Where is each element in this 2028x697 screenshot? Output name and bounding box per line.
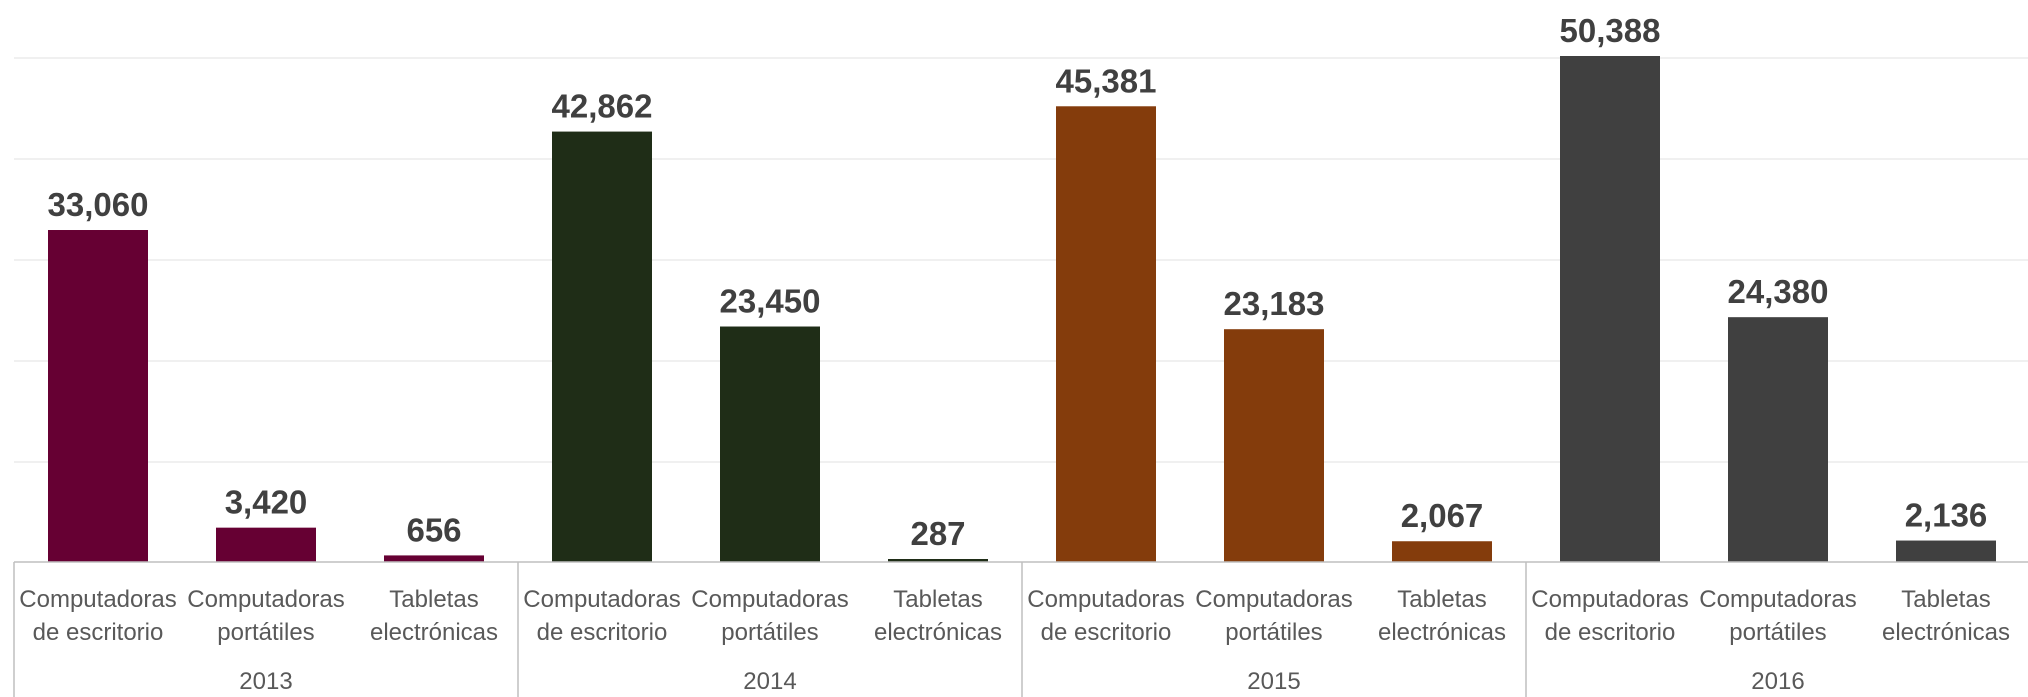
category-label-line: Computadoras [1195, 586, 1352, 613]
category-label-line: Computadoras [1531, 586, 1688, 613]
category-label: Computadoras de escritorio [523, 586, 680, 646]
bar-2013-3 [384, 555, 484, 562]
x-axis [13, 561, 2028, 697]
category-label: Tabletas electrónicas [1378, 586, 1506, 646]
bar-2015-1 [1056, 106, 1156, 562]
category-label: Computadoras de escritorio [1531, 586, 1688, 646]
category-label: Tabletas electrónicas [370, 586, 498, 646]
category-label-line: de escritorio [1041, 619, 1172, 646]
value-label: 45,381 [1056, 62, 1157, 99]
year-labels: 2013 2014 2015 2016 [239, 668, 1804, 695]
category-label-line: Tabletas [1397, 586, 1486, 613]
bar-2016-2 [1728, 317, 1828, 562]
category-label-line: Computadoras [1027, 586, 1184, 613]
bar-2014-1 [552, 131, 652, 562]
year-label-2013: 2013 [239, 668, 292, 695]
value-label: 50,388 [1560, 12, 1661, 49]
category-label-line: Tabletas [1901, 586, 1990, 613]
category-label-line: Computadoras [187, 586, 344, 613]
category-label-line: Computadoras [523, 586, 680, 613]
bar-2014-2 [720, 326, 820, 562]
category-label: Computadoras de escritorio [19, 586, 176, 646]
value-label: 24,380 [1728, 273, 1829, 310]
category-label-line: electrónicas [370, 619, 498, 646]
category-label-line: portátiles [217, 619, 314, 646]
category-label-line: portátiles [1729, 619, 1826, 646]
bar-2016-1 [1560, 56, 1660, 562]
category-label-line: Computadoras [691, 586, 848, 613]
value-label: 2,136 [1905, 497, 1988, 534]
category-label: Computadoras de escritorio [1027, 586, 1184, 646]
bar-2014-3 [888, 559, 988, 562]
category-label: Computadoras portátiles [1195, 586, 1352, 646]
value-labels: 33,060 3,420 656 42,862 23,450 287 45,381 23,18… [48, 12, 1988, 552]
category-label-line: de escritorio [537, 619, 668, 646]
year-label-2014: 2014 [743, 668, 796, 695]
bar-2013-2 [216, 527, 316, 562]
value-label: 656 [406, 511, 461, 548]
bar-2016-3 [1896, 540, 1996, 562]
bar-2013-1 [48, 230, 148, 563]
value-label: 3,420 [225, 484, 308, 521]
category-label-line: de escritorio [33, 619, 164, 646]
gridlines [14, 57, 2028, 463]
bar-2015-2 [1224, 329, 1324, 562]
category-label-line: electrónicas [874, 619, 1002, 646]
value-label: 23,450 [720, 283, 821, 320]
bar-2015-3 [1392, 541, 1492, 562]
category-labels: Computadoras de escritorio Computadoras por… [19, 586, 2010, 646]
category-label: Computadoras portátiles [691, 586, 848, 646]
category-label: Tabletas electrónicas [874, 586, 1002, 646]
category-label-line: portátiles [721, 619, 818, 646]
value-label: 42,862 [552, 88, 653, 125]
category-label-line: Tabletas [893, 586, 982, 613]
category-label-line: portátiles [1225, 619, 1322, 646]
category-label-line: Computadoras [1699, 586, 1856, 613]
value-label: 23,183 [1224, 285, 1325, 322]
category-label-line: Tabletas [389, 586, 478, 613]
year-label-2016: 2016 [1751, 668, 1804, 695]
category-label-line: electrónicas [1378, 619, 1506, 646]
category-label-line: Computadoras [19, 586, 176, 613]
category-label-line: de escritorio [1545, 619, 1676, 646]
bars [48, 56, 1996, 563]
year-label-2015: 2015 [1247, 668, 1300, 695]
value-label: 2,067 [1401, 497, 1484, 534]
value-label: 287 [910, 515, 965, 552]
category-label: Tabletas electrónicas [1882, 586, 2010, 646]
category-label: Computadoras portátiles [187, 586, 344, 646]
category-label-line: electrónicas [1882, 619, 2010, 646]
category-label: Computadoras portátiles [1699, 586, 1856, 646]
value-label: 33,060 [48, 186, 149, 223]
